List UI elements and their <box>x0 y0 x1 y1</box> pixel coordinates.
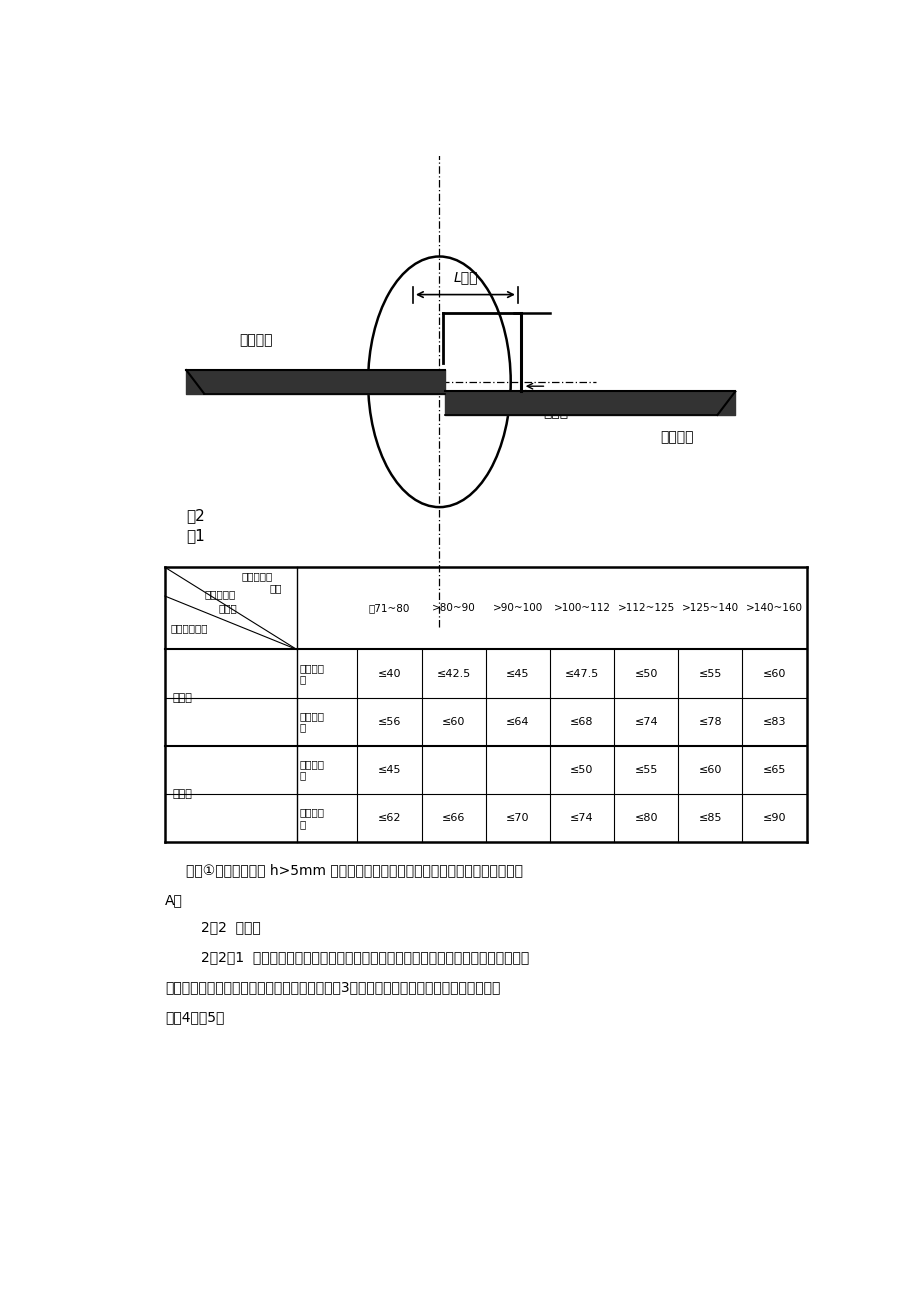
Text: ≤45: ≤45 <box>378 764 401 775</box>
Text: 直径: 直径 <box>269 583 281 594</box>
Text: 注：①最大切削深度 h>5mm 的刨床，如裁口刨床，最大开口量的计算，参考附录: 注：①最大切削深度 h>5mm 的刨床，如裁口刨床，最大开口量的计算，参考附录 <box>186 863 523 878</box>
Text: ≤90: ≤90 <box>762 812 786 823</box>
Text: 图2: 图2 <box>186 508 205 523</box>
Text: L最小: L最小 <box>453 271 477 285</box>
Text: ≤55: ≤55 <box>634 764 657 775</box>
Text: ≤60: ≤60 <box>441 716 465 727</box>
Text: ≤56: ≤56 <box>378 716 401 727</box>
Text: ≤78: ≤78 <box>698 716 721 727</box>
Text: ≤85: ≤85 <box>698 812 721 823</box>
Text: 前工作台: 前工作台 <box>660 430 693 444</box>
Text: 2．2．1  刀体外形应为圆柱形，严禁采用方柱形和棱柱形的刨刀体。刀体中的装刀槽: 2．2．1 刀体外形应为圆柱形，严禁采用方柱形和棱柱形的刨刀体。刀体中的装刀槽 <box>200 950 528 965</box>
Text: ≤62: ≤62 <box>378 812 401 823</box>
Text: ≤60: ≤60 <box>762 668 786 678</box>
Text: >80~90: >80~90 <box>431 603 475 613</box>
Text: 最大开口量: 最大开口量 <box>204 590 235 599</box>
Text: >90~100: >90~100 <box>493 603 542 613</box>
Text: 切削量: 切削量 <box>542 405 567 419</box>
Text: ≤74: ≤74 <box>570 812 593 823</box>
Text: ≤47.5: ≤47.5 <box>564 668 598 678</box>
Text: ≤70: ≤70 <box>505 812 529 823</box>
Text: ≤68: ≤68 <box>570 716 593 727</box>
Text: ≤66: ≤66 <box>441 812 465 823</box>
Text: 表1: 表1 <box>186 529 205 543</box>
Text: 切削圆公称: 切削圆公称 <box>242 572 273 581</box>
Text: A。: A。 <box>165 893 183 907</box>
Text: 无内护罩
的: 无内护罩 的 <box>300 663 324 685</box>
Text: >140~160: >140~160 <box>745 603 802 613</box>
Text: ≤40: ≤40 <box>378 668 401 678</box>
Text: 斜导轨: 斜导轨 <box>172 789 192 799</box>
Text: 见图4、图5。: 见图4、图5。 <box>165 1010 224 1025</box>
Text: ≤65: ≤65 <box>762 764 786 775</box>
Text: ≤50: ≤50 <box>634 668 657 678</box>
Text: 有内护罩
的: 有内护罩 的 <box>300 807 324 828</box>
Text: ≤64: ≤64 <box>505 716 529 727</box>
Text: ≤45: ≤45 <box>505 668 529 678</box>
Text: ≤42.5: ≤42.5 <box>437 668 471 678</box>
Text: 有内护罩
的: 有内护罩 的 <box>300 711 324 733</box>
Text: >112~125: >112~125 <box>617 603 674 613</box>
Text: ≤55: ≤55 <box>698 668 721 678</box>
Text: ≤60: ≤60 <box>698 764 721 775</box>
Text: 升降机构型式: 升降机构型式 <box>170 624 208 634</box>
Text: 许用值: 许用值 <box>218 603 237 613</box>
Text: 偏心轴: 偏心轴 <box>172 693 192 703</box>
Text: 2．2  刨刀轴: 2．2 刨刀轴 <box>200 921 260 934</box>
Text: ≤50: ≤50 <box>570 764 593 775</box>
Text: ≤83: ≤83 <box>762 716 786 727</box>
Text: 后工作台: 后工作台 <box>240 333 273 346</box>
Text: 自71~80: 自71~80 <box>369 603 410 613</box>
Text: ≤74: ≤74 <box>634 716 657 727</box>
Text: >100~112: >100~112 <box>553 603 610 613</box>
Text: 无内护罩
的: 无内护罩 的 <box>300 759 324 781</box>
Text: 要加工成上底在外下底靠近圆心的梯形槽，见图3。组装后的刀槽应为封闭型或半封闭型，: 要加工成上底在外下底靠近圆心的梯形槽，见图3。组装后的刀槽应为封闭型或半封闭型， <box>165 980 500 995</box>
Text: >125~140: >125~140 <box>681 603 738 613</box>
Text: ≤80: ≤80 <box>634 812 657 823</box>
